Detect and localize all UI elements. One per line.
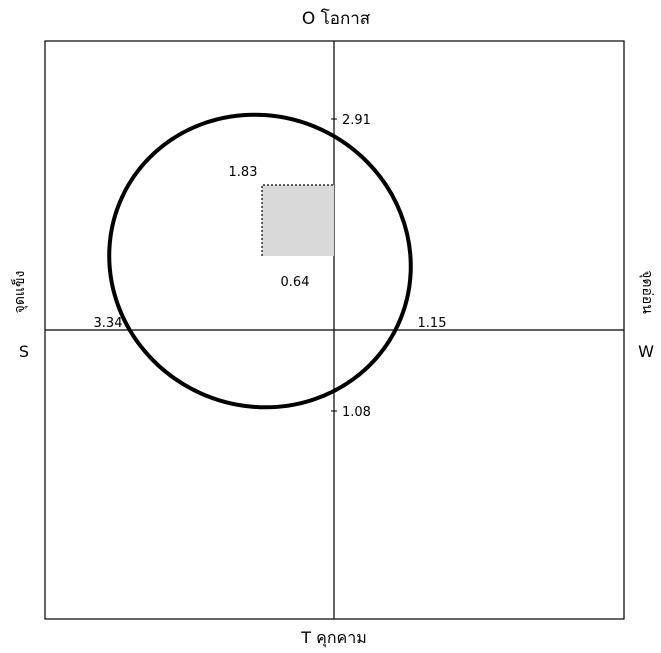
rect-y-value: 0.64 [281,275,310,290]
weakness-value: 1.15 [418,316,447,331]
threat-value: 1.08 [342,405,371,420]
left-axis-word: จุดแข็ง [10,271,28,314]
swot-ellipse [107,112,413,410]
bottom-axis-label: T คุกคาม [300,628,366,648]
opportunity-value: 2.91 [342,113,371,128]
left-axis-letter: S [19,342,29,361]
right-axis-word: จุดอ่อน [639,270,655,314]
strategy-rect [262,185,334,256]
right-axis-letter: W [638,342,654,361]
top-axis-label: O โอกาส [302,8,371,29]
rect-x-value: 1.83 [229,165,258,180]
strength-value: 3.34 [94,316,123,331]
